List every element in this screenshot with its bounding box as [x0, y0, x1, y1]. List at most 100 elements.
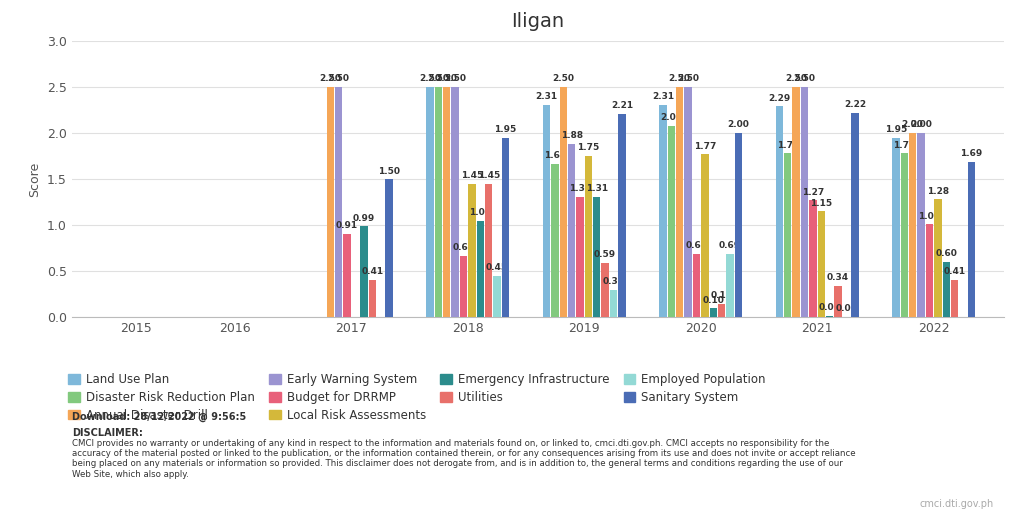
Text: 2.21: 2.21 [611, 101, 633, 110]
Text: 1.01: 1.01 [919, 211, 940, 221]
Bar [485, 184, 493, 317]
Text: 0.10: 0.10 [702, 295, 724, 305]
Text: 1.69: 1.69 [961, 149, 982, 158]
Text: 0.45: 0.45 [486, 263, 508, 272]
Text: 0.60: 0.60 [935, 249, 957, 259]
Bar [793, 87, 800, 317]
Bar [601, 263, 609, 317]
Text: 2.22: 2.22 [844, 100, 866, 109]
Text: 0.69: 0.69 [685, 241, 708, 250]
Bar [718, 304, 725, 317]
Text: 2.50: 2.50 [552, 74, 574, 83]
Bar [843, 316, 850, 317]
Bar [568, 144, 575, 317]
Bar [618, 114, 626, 317]
Bar [710, 308, 717, 317]
Bar [892, 138, 899, 317]
Text: cmci.dti.gov.ph: cmci.dti.gov.ph [919, 499, 993, 509]
Bar [360, 226, 368, 317]
Bar [369, 280, 376, 317]
Bar [968, 162, 975, 317]
Text: Download: 28/12/2022 @ 9:56:5: Download: 28/12/2022 @ 9:56:5 [72, 412, 246, 422]
Text: 2.31: 2.31 [652, 92, 674, 101]
Bar [826, 315, 834, 317]
Text: 0.34: 0.34 [827, 273, 849, 283]
Text: 2.00: 2.00 [910, 120, 932, 130]
Text: 2.50: 2.50 [419, 74, 441, 83]
Text: 0.02: 0.02 [819, 303, 841, 312]
Text: 2.50: 2.50 [427, 74, 450, 83]
Bar [926, 224, 933, 317]
Bar [577, 197, 584, 317]
Text: 1.50: 1.50 [378, 166, 400, 176]
Bar [610, 290, 617, 317]
Text: 0.67: 0.67 [453, 243, 474, 252]
Bar [726, 254, 734, 317]
Bar [494, 276, 501, 317]
Text: 1.77: 1.77 [693, 142, 716, 151]
Text: 1.15: 1.15 [810, 199, 833, 208]
Text: 1.45: 1.45 [461, 171, 483, 180]
Text: 1.78: 1.78 [776, 141, 799, 150]
Text: 1.27: 1.27 [802, 188, 824, 197]
Bar [909, 133, 916, 317]
Bar [327, 87, 334, 317]
Text: accuracy of the material posted or linked to the publication, or the information: accuracy of the material posted or linke… [72, 449, 855, 458]
Text: 2.08: 2.08 [660, 113, 682, 122]
Bar [676, 87, 683, 317]
Text: 0.41: 0.41 [943, 267, 966, 276]
Bar [385, 179, 392, 317]
Bar [585, 156, 592, 317]
Text: 0.69: 0.69 [719, 241, 741, 250]
Bar [784, 154, 792, 317]
Text: 0.01: 0.01 [836, 304, 857, 313]
Text: 0.91: 0.91 [336, 221, 358, 230]
Text: 1.31: 1.31 [569, 184, 591, 193]
Text: 1.28: 1.28 [927, 187, 949, 196]
Legend: Land Use Plan, Disaster Risk Reduction Plan, Annual Disaster Drill, Early Warnin: Land Use Plan, Disaster Risk Reduction P… [69, 373, 766, 421]
Text: 2.50: 2.50 [794, 74, 815, 83]
Bar [684, 87, 692, 317]
Text: 2.31: 2.31 [536, 92, 557, 101]
Text: 2.00: 2.00 [727, 120, 750, 130]
Bar [951, 280, 958, 317]
Bar [900, 154, 908, 317]
Bar [809, 200, 817, 317]
Bar [817, 211, 825, 317]
Bar [343, 233, 351, 317]
Text: 2.50: 2.50 [436, 74, 458, 83]
Bar [835, 286, 842, 317]
Text: 2.50: 2.50 [319, 74, 341, 83]
Bar [502, 138, 509, 317]
Text: 2.50: 2.50 [785, 74, 807, 83]
Text: 0.30: 0.30 [602, 277, 625, 286]
Text: 2.50: 2.50 [444, 74, 466, 83]
Text: 1.05: 1.05 [469, 208, 492, 217]
Bar [426, 87, 433, 317]
Bar [668, 126, 675, 317]
Text: 1.88: 1.88 [560, 132, 583, 140]
Text: DISCLAIMER:: DISCLAIMER: [72, 428, 142, 438]
Text: 0.59: 0.59 [594, 250, 616, 260]
Text: 1.31: 1.31 [586, 184, 608, 193]
Bar [942, 262, 950, 317]
Text: 1.67: 1.67 [544, 151, 566, 160]
Text: 1.78: 1.78 [893, 141, 915, 150]
Bar [735, 133, 742, 317]
Bar [551, 163, 558, 317]
Bar [693, 254, 700, 317]
Text: 0.41: 0.41 [361, 267, 383, 276]
Title: Iligan: Iligan [511, 12, 564, 31]
Bar [434, 87, 442, 317]
Bar [701, 154, 709, 317]
Text: 2.50: 2.50 [669, 74, 691, 83]
Bar [801, 87, 808, 317]
Text: 2.00: 2.00 [902, 120, 924, 130]
Text: 2.50: 2.50 [328, 74, 349, 83]
Bar [476, 221, 484, 317]
Bar [559, 87, 567, 317]
Text: 2.50: 2.50 [677, 74, 699, 83]
Bar [460, 255, 467, 317]
Bar [659, 104, 667, 317]
Text: 0.99: 0.99 [352, 214, 375, 223]
